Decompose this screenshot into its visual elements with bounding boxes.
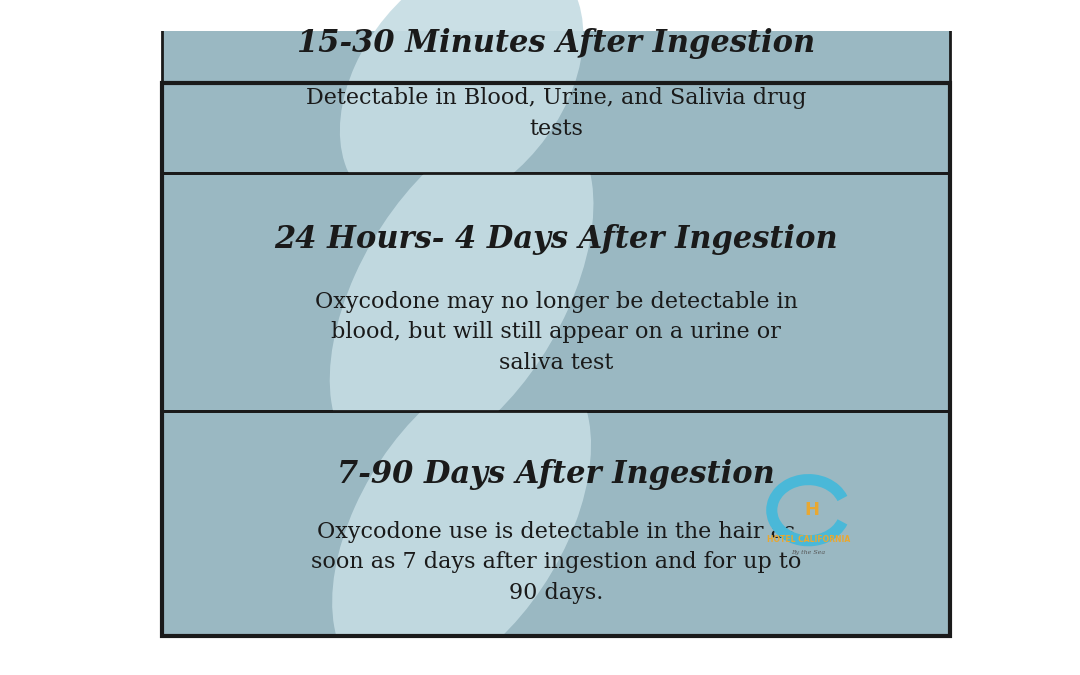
- Text: 24 Hours- 4 Days After Ingestion: 24 Hours- 4 Days After Ingestion: [274, 224, 838, 255]
- Text: H: H: [805, 501, 820, 519]
- Text: 15-30 Minutes After Ingestion: 15-30 Minutes After Ingestion: [297, 28, 815, 59]
- Text: By the Sea: By the Sea: [792, 550, 825, 555]
- Text: HOTEL CALIFORNIA: HOTEL CALIFORNIA: [767, 535, 850, 544]
- Text: Detectable in Blood, Urine, and Salivia drug
tests: Detectable in Blood, Urine, and Salivia …: [306, 87, 807, 140]
- Text: Oxycodone may no longer be detectable in
blood, but will still appear on a urine: Oxycodone may no longer be detectable in…: [314, 291, 798, 374]
- Bar: [162, 0, 950, 173]
- Bar: [162, 411, 950, 637]
- Ellipse shape: [340, 0, 583, 215]
- Text: 7-90 Days After Ingestion: 7-90 Days After Ingestion: [337, 458, 775, 489]
- Ellipse shape: [329, 119, 593, 465]
- Bar: [162, 83, 950, 637]
- Bar: [162, 173, 950, 411]
- Text: Oxycodone use is detectable in the hair as
soon as 7 days after ingestion and fo: Oxycodone use is detectable in the hair …: [311, 520, 801, 603]
- Ellipse shape: [333, 360, 591, 675]
